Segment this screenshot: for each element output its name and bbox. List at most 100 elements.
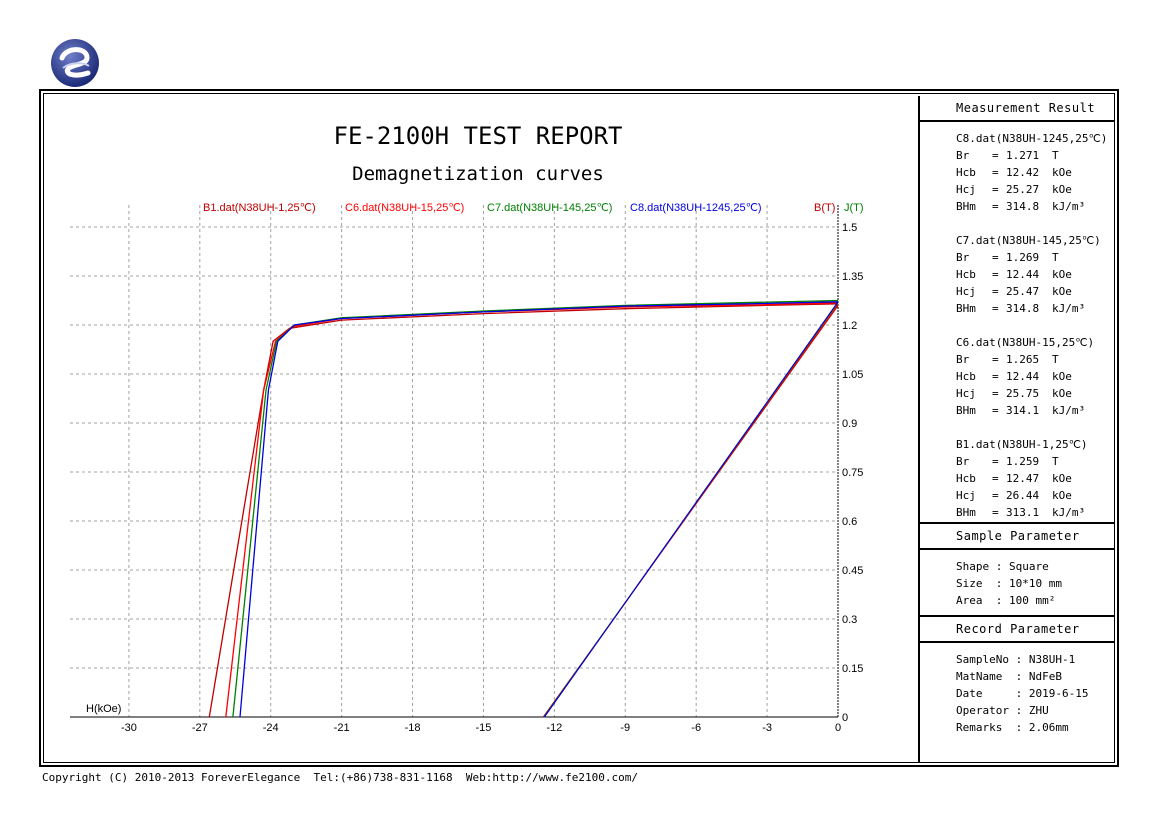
result-unit: kJ/m³ (1052, 302, 1086, 315)
grid-layer (70, 205, 838, 717)
series-b-line (543, 301, 839, 718)
result-key: Br (956, 251, 970, 264)
result-key: BHm (956, 404, 976, 417)
x-tick-label: -6 (691, 722, 701, 734)
result-unit: kJ/m³ (1052, 200, 1086, 213)
result-row: Hcj = 25.75 kOe (956, 385, 1115, 402)
result-equals: = (992, 200, 999, 213)
record-operator: Operator : ZHU (956, 704, 1049, 717)
legend-entry: C6.dat(N38UH-15,25℃) (345, 202, 464, 214)
result-unit: T (1052, 149, 1059, 162)
result-row: BHm = 313.1 kJ/m³ (956, 504, 1115, 521)
result-value: 313.1 (1006, 506, 1040, 519)
copyright-footer: Copyright (C) 2010-2013 ForeverElegance … (42, 771, 639, 784)
record-parameter-heading: Record Parameter (920, 617, 1115, 643)
result-key: Hcb (956, 370, 976, 383)
x-tick-label: -18 (405, 722, 421, 734)
result-unit: kJ/m³ (1052, 404, 1086, 417)
result-key: Hcj (956, 285, 976, 298)
result-value: 1.265 (1006, 353, 1040, 366)
y-tick-label: 0.6 (842, 516, 857, 528)
result-value: 314.1 (1006, 404, 1040, 417)
result-key: BHm (956, 200, 976, 213)
result-unit: kOe (1052, 370, 1072, 383)
y-tick-label: 0.9 (842, 418, 857, 430)
result-row: Br = 1.271 T (956, 147, 1115, 164)
result-unit: kOe (1052, 268, 1072, 281)
x-tick-label: -27 (192, 722, 208, 734)
result-block: C7.dat(N38UH-145,25℃) Br = 1.269 T Hcb = 12.44 k… (920, 232, 1115, 317)
company-logo (51, 39, 99, 87)
result-unit: kOe (1052, 183, 1072, 196)
series-j-curve (225, 302, 839, 718)
series-j-curve (239, 301, 839, 718)
result-block-title: B1.dat(N38UH-1,25℃) (956, 438, 1088, 451)
result-row: Hcj = 25.27 kOe (956, 181, 1115, 198)
result-row: Hcj = 25.47 kOe (956, 283, 1115, 300)
result-row: BHm = 314.8 kJ/m³ (956, 198, 1115, 215)
result-value: 314.8 (1006, 302, 1040, 315)
report-subtitle: Demagnetization curves (352, 163, 604, 185)
result-equals: = (992, 472, 999, 485)
result-block-title: C6.dat(N38UH-15,25℃) (956, 336, 1095, 349)
result-equals: = (992, 455, 999, 468)
result-row: Hcb = 12.44 kOe (956, 368, 1115, 385)
result-equals: = (992, 149, 999, 162)
result-unit: kOe (1052, 489, 1072, 502)
sample-size: Size : 10*10 mm (956, 577, 1062, 590)
result-value: 25.47 (1006, 285, 1040, 298)
result-equals: = (992, 387, 999, 400)
result-key: Br (956, 455, 970, 468)
report-frame-outer (39, 89, 1119, 767)
legend-entry: C7.dat(N38UH-145,25℃) (487, 202, 612, 214)
result-equals: = (992, 302, 999, 315)
result-value: 1.271 (1006, 149, 1040, 162)
result-block-title: C7.dat(N38UH-145,25℃) (956, 234, 1101, 247)
y-tick-label: 0.15 (842, 663, 863, 675)
result-equals: = (992, 353, 999, 366)
y-tick-label: 0.3 (842, 614, 857, 626)
x-tick-label: 0 (835, 722, 841, 734)
result-key: Hcb (956, 166, 976, 179)
result-block: C8.dat(N38UH-1245,25℃) Br = 1.271 T Hcb = 12.42… (920, 130, 1115, 215)
report-frame-inner (43, 93, 1115, 763)
y-axis-label-b: B(T) (814, 202, 835, 214)
result-equals: = (992, 251, 999, 264)
result-value: 12.47 (1006, 472, 1040, 485)
result-row: Hcb = 12.42 kOe (956, 164, 1115, 181)
result-block: C6.dat(N38UH-15,25℃) Br = 1.265 T Hcb = 12.44 kO… (920, 334, 1115, 419)
measurement-result-panel: Measurement Result C8.dat(N38UH-1245,25℃… (918, 96, 1115, 524)
result-row: Br = 1.265 T (956, 351, 1115, 368)
result-value: 25.27 (1006, 183, 1040, 196)
result-key: Hcj (956, 489, 976, 502)
result-value: 314.8 (1006, 200, 1040, 213)
result-unit: kOe (1052, 285, 1072, 298)
result-row: Br = 1.269 T (956, 249, 1115, 266)
measurement-result-blocks: C8.dat(N38UH-1245,25℃) Br = 1.271 T Hcb = 12.42… (920, 130, 1115, 521)
legend-entry: C8.dat(N38UH-1245,25℃) (630, 202, 762, 214)
sample-parameter-panel: Sample Parameter Shape : Square Size : 1… (918, 524, 1115, 617)
result-value: 12.44 (1006, 268, 1040, 281)
result-value: 1.259 (1006, 455, 1040, 468)
result-unit: T (1052, 251, 1059, 264)
y-tick-label: 1.2 (842, 320, 857, 332)
result-key: Hcb (956, 268, 976, 281)
result-key: BHm (956, 302, 976, 315)
y-tick-label: 1.5 (842, 222, 857, 234)
result-unit: kJ/m³ (1052, 506, 1086, 519)
result-block-title: C8.dat(N38UH-1245,25℃) (956, 132, 1108, 145)
result-equals: = (992, 166, 999, 179)
result-block: B1.dat(N38UH-1,25℃) Br = 1.259 T Hcb = 12.47 kOe… (920, 436, 1115, 521)
result-value: 12.42 (1006, 166, 1040, 179)
y-tick-label: 1.35 (842, 271, 863, 283)
result-value: 26.44 (1006, 489, 1040, 502)
report-title: FE-2100H TEST REPORT (334, 122, 623, 150)
y-tick-label: 0.45 (842, 565, 863, 577)
result-row: Hcj = 26.44 kOe (956, 487, 1115, 504)
record-parameter-panel: Record Parameter SampleNo : N38UH-1 MatN… (918, 617, 1115, 763)
result-key: BHm (956, 506, 976, 519)
result-row: BHm = 314.8 kJ/m³ (956, 300, 1115, 317)
y-tick-label: 0.75 (842, 467, 863, 479)
result-equals: = (992, 285, 999, 298)
